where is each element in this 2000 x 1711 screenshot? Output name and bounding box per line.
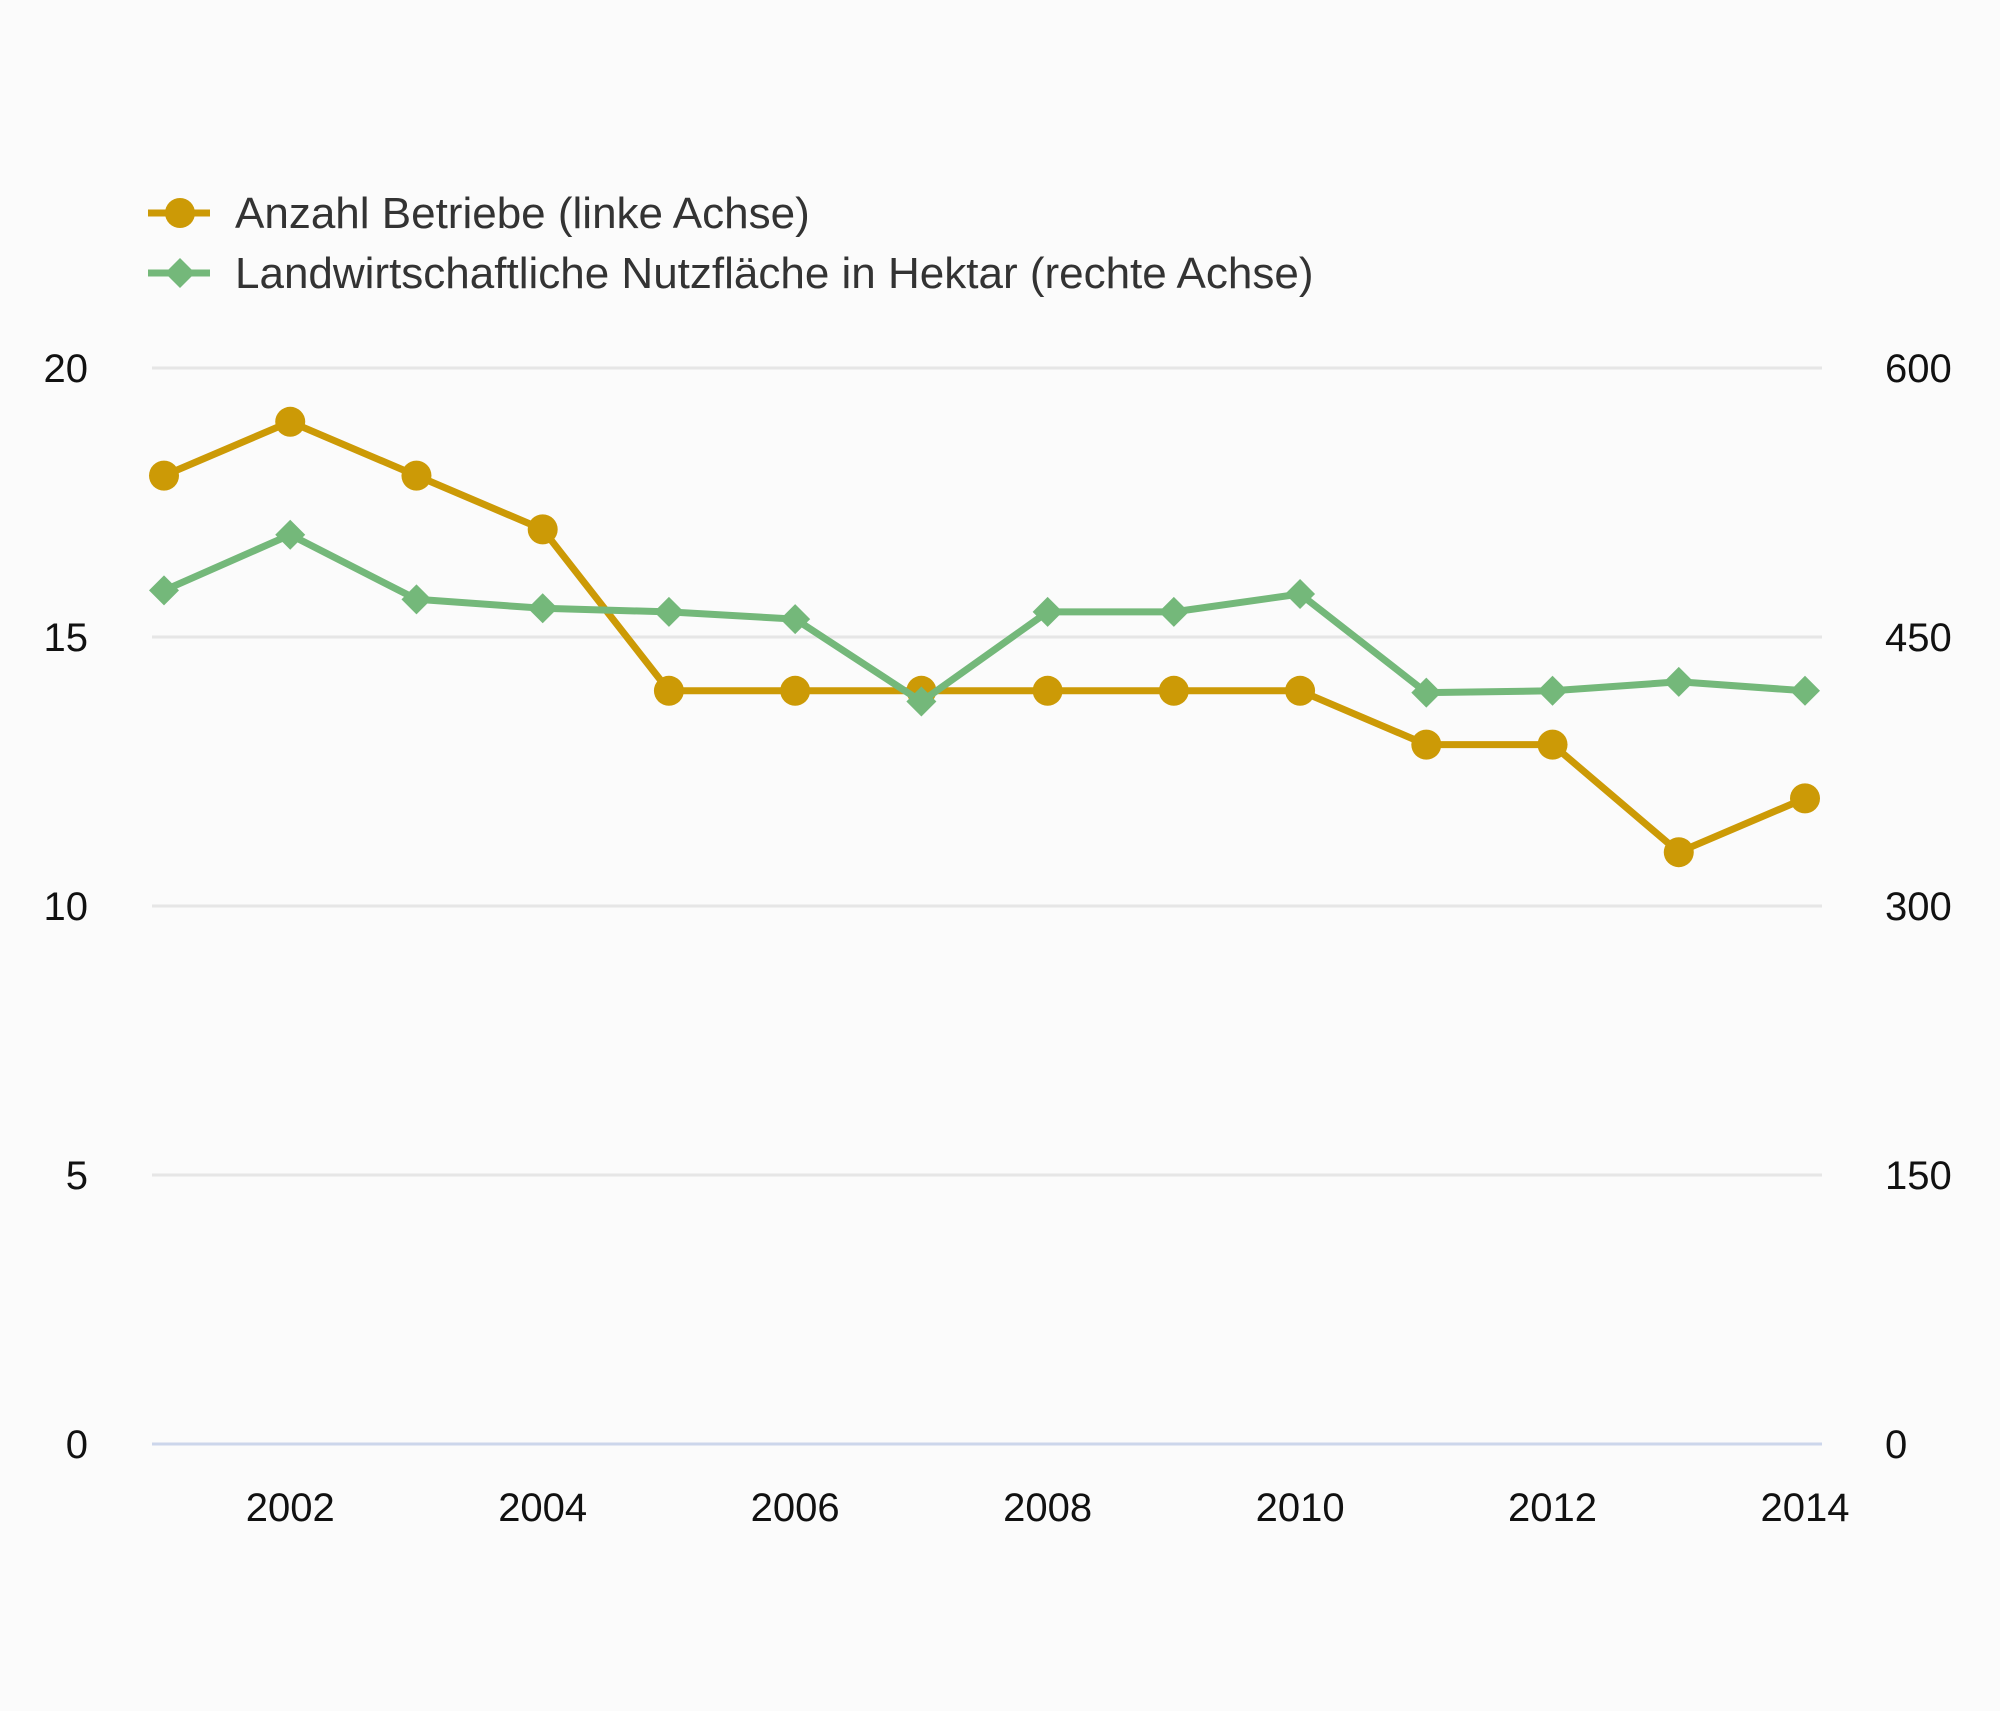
y-right-tick-label: 600 <box>1885 347 1952 391</box>
data-point <box>1285 578 1316 609</box>
data-point <box>275 406 306 437</box>
y-right-tick-label: 150 <box>1885 1154 1952 1198</box>
data-point <box>527 593 558 624</box>
data-point <box>275 519 306 550</box>
x-tick-label: 2014 <box>1761 1486 1850 1530</box>
y-left-tick-label: 15 <box>44 616 89 660</box>
y-left-tick-label: 10 <box>44 885 89 929</box>
x-tick-label: 2008 <box>1003 1486 1092 1530</box>
y-right-tick-label: 0 <box>1885 1423 1907 1467</box>
y-right-tick-label: 450 <box>1885 616 1952 660</box>
gridlines <box>152 366 1822 1446</box>
series-line <box>160 418 1809 856</box>
x-tick-label: 2004 <box>498 1486 587 1530</box>
data-point <box>149 460 179 491</box>
series-2 <box>149 519 1820 717</box>
y-left-tick-label: 0 <box>66 1423 88 1467</box>
legend: Anzahl Betriebe (linke Achse) Landwirtsch… <box>148 189 1314 298</box>
data-point <box>1411 677 1442 708</box>
data-point <box>1285 675 1316 706</box>
x-tick-label: 2002 <box>246 1486 335 1530</box>
x-tick-label: 2006 <box>751 1486 840 1530</box>
data-point <box>1537 675 1568 706</box>
data-point <box>1790 783 1820 814</box>
y-left-tick-label: 20 <box>44 347 89 391</box>
series-1 <box>149 406 1820 868</box>
data-point <box>653 675 684 706</box>
data-point <box>780 604 811 635</box>
data-point <box>527 514 558 545</box>
data-point <box>780 675 811 706</box>
legend-marker <box>165 198 195 228</box>
data-point <box>1663 837 1694 868</box>
data-point <box>1537 729 1568 760</box>
data-point <box>401 460 432 491</box>
data-point <box>906 686 937 717</box>
series <box>149 406 1820 868</box>
data-point <box>1158 596 1189 627</box>
data-point <box>1032 596 1063 627</box>
series-line <box>160 531 1809 706</box>
data-point <box>1411 729 1442 760</box>
data-point <box>1032 675 1063 706</box>
axes: 0 5 10 15 20 0 150 300 450 600 2002 2004 2006 2008 201… <box>44 347 1952 1530</box>
legend-label: Landwirtschaftliche Nutzfläche in Hektar… <box>235 249 1314 298</box>
legend-label: Anzahl Betriebe (linke Achse) <box>235 189 810 238</box>
y-right-tick-label: 300 <box>1885 885 1952 929</box>
data-point <box>653 596 684 627</box>
legend-item[interactable]: Landwirtschaftliche Nutzfläche in Hektar… <box>148 249 1314 298</box>
data-point <box>1158 675 1189 706</box>
data-point <box>1663 666 1694 697</box>
x-tick-label: 2010 <box>1256 1486 1345 1530</box>
legend-item[interactable]: Anzahl Betriebe (linke Achse) <box>148 189 810 238</box>
y-left-tick-label: 5 <box>66 1154 88 1198</box>
data-point <box>1790 675 1820 706</box>
legend-marker <box>165 258 195 288</box>
x-tick-label: 2012 <box>1508 1486 1597 1530</box>
data-point <box>401 584 432 615</box>
data-point <box>149 575 179 606</box>
